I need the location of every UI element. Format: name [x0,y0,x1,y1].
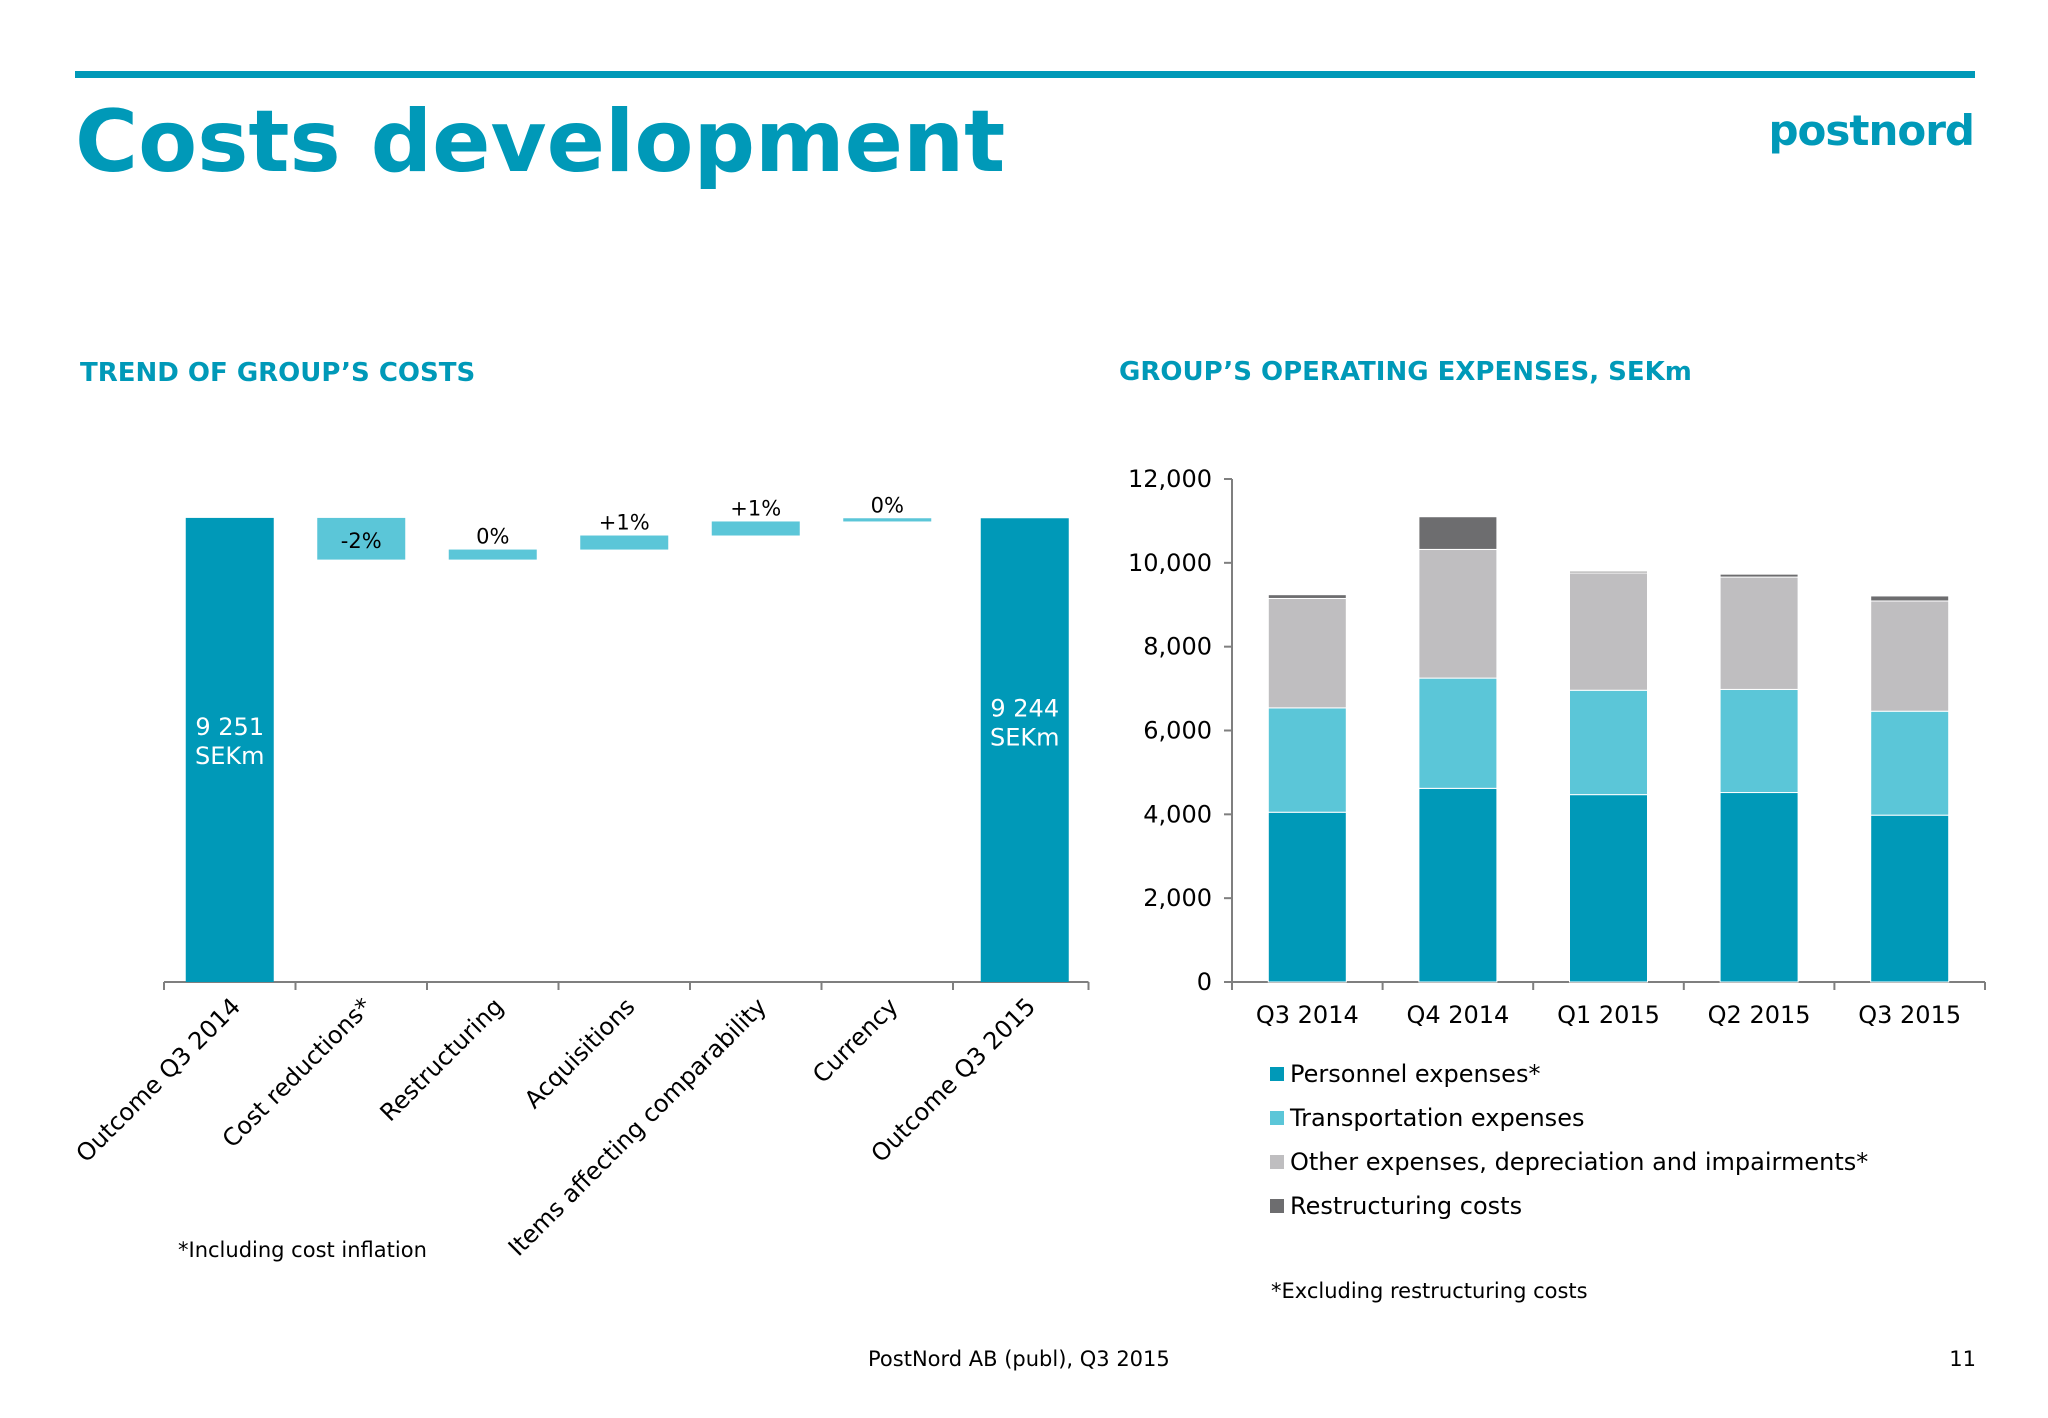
waterfall-delta-label: -2% [341,529,382,553]
legend-label: Other expenses, depreciation and impairm… [1290,1148,1869,1176]
waterfall-bar [185,517,274,982]
legend-item: Other expenses, depreciation and impairm… [1270,1140,1868,1184]
opex-bar-segment [1418,548,1498,679]
legend-swatch [1270,1155,1284,1169]
opex-bar-segment [1267,707,1347,813]
opex-legend: Personnel expenses* Transportation expens… [1270,1052,1868,1228]
legend-item: Transportation expenses [1270,1096,1868,1140]
waterfall-delta-label: +1% [599,511,650,535]
waterfall-bar [448,549,537,560]
opex-bar-segment [1418,677,1498,789]
header-rule [75,71,1975,78]
legend-swatch [1270,1199,1284,1213]
page-title: Costs development [75,92,1006,192]
waterfall-bar [580,535,669,550]
opex-x-tick-label: Q3 2015 [1858,1001,1961,1029]
opex-bar-segment [1719,688,1799,794]
postnord-logo: postnord [1768,106,1975,155]
opex-x-tick-label: Q2 2015 [1708,1001,1811,1029]
waterfall-category-label: Restructuring [375,992,509,1126]
opex-y-tick-label: 12,000 [1128,465,1212,493]
waterfall-bar [980,518,1069,982]
opex-y-tick-label: 8,000 [1143,633,1212,661]
opex-bar-segment [1870,814,1950,983]
waterfall-category-label: Items affecting comparability [503,992,772,1261]
legend-swatch [1270,1067,1284,1081]
opex-y-tick-label: 2,000 [1143,884,1212,912]
waterfall-delta-label: +1% [730,496,781,520]
opex-bar-segment [1569,570,1648,574]
opex-bar-segment [1569,572,1648,691]
legend-label: Personnel expenses* [1290,1060,1541,1088]
waterfall-bar [843,518,932,522]
opex-bar-segment [1267,811,1347,983]
opex-x-tick-label: Q4 2014 [1406,1001,1509,1029]
waterfall-delta-label: 0% [871,493,904,517]
opex-bar-segment [1569,689,1648,796]
opex-bar-segment [1870,710,1950,816]
opex-chart-heading: GROUP’S OPERATING EXPENSES, SEKm [1119,357,1692,387]
opex-y-tick-label: 10,000 [1128,549,1212,577]
legend-label: Transportation expenses [1290,1104,1585,1132]
opex-x-tick-label: Q1 2015 [1557,1001,1660,1029]
legend-swatch [1270,1111,1284,1125]
opex-footnote: *Excluding restructuring costs [1271,1279,1588,1303]
opex-bar-segment [1267,594,1347,599]
waterfall-total-label: SEKm [195,742,265,770]
waterfall-category-label: Acquisitions [519,992,641,1114]
legend-label: Restructuring costs [1290,1192,1523,1220]
waterfall-delta-label: 0% [476,525,509,549]
opex-bar-segment [1719,573,1799,578]
opex-x-tick-label: Q3 2014 [1256,1001,1359,1029]
waterfall-category-label: Outcome Q3 2014 [71,992,246,1167]
opex-bar-segment [1719,576,1799,690]
waterfall-total-label: 9 251 [195,713,264,741]
waterfall-bar [711,521,800,536]
opex-y-tick-label: 6,000 [1143,717,1212,745]
opex-y-tick-label: 4,000 [1143,800,1212,828]
opex-bar-segment [1870,600,1950,712]
opex-bar-segment [1418,787,1498,983]
opex-bar-segment [1870,595,1950,602]
footer-text: PostNord AB (publ), Q3 2015 [868,1347,1170,1371]
trend-footnote: *Including cost inflation [178,1238,427,1262]
legend-item: Restructuring costs [1270,1184,1868,1228]
opex-y-tick-label: 0 [1197,968,1212,996]
waterfall-total-label: 9 244 [990,694,1059,722]
legend-item: Personnel expenses* [1270,1052,1868,1096]
waterfall-category-label: Currency [807,992,903,1088]
opex-bar-segment [1267,597,1347,709]
waterfall-total-label: SEKm [990,723,1060,751]
waterfall-bar [317,517,406,560]
page-number: 11 [1949,1347,1976,1371]
opex-bar-segment [1569,794,1648,983]
trend-chart-heading: TREND OF GROUP’S COSTS [80,358,476,388]
opex-bar-segment [1418,516,1498,550]
opex-bar-segment [1719,792,1799,983]
